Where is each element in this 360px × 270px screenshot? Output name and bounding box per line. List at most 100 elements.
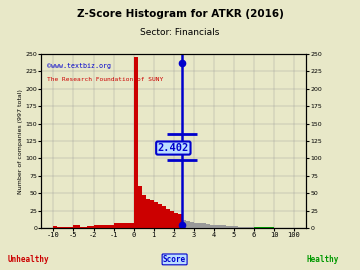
Bar: [66, 227, 69, 228]
Bar: [206, 224, 210, 228]
Bar: [134, 57, 138, 228]
Bar: [182, 220, 186, 228]
Bar: [214, 225, 218, 228]
Text: 2.402: 2.402: [158, 143, 189, 153]
Bar: [146, 199, 150, 228]
Bar: [255, 227, 256, 228]
Bar: [246, 227, 250, 228]
Bar: [166, 209, 170, 228]
Bar: [170, 211, 174, 228]
Bar: [53, 226, 58, 228]
Bar: [264, 227, 266, 228]
Bar: [250, 227, 254, 228]
Bar: [194, 222, 198, 228]
Bar: [234, 226, 238, 228]
Bar: [238, 227, 242, 228]
Bar: [87, 226, 94, 228]
Bar: [242, 227, 246, 228]
Text: Healthy: Healthy: [306, 255, 338, 264]
Bar: [134, 57, 138, 228]
Bar: [182, 220, 186, 228]
Bar: [271, 227, 274, 228]
Bar: [190, 222, 194, 228]
Bar: [218, 225, 222, 228]
Bar: [162, 206, 166, 228]
Bar: [80, 227, 87, 228]
Bar: [202, 223, 206, 228]
Bar: [141, 195, 146, 228]
Bar: [254, 227, 255, 228]
Text: Score: Score: [163, 255, 186, 264]
Bar: [226, 226, 230, 228]
Bar: [242, 227, 246, 228]
Bar: [170, 211, 174, 228]
Text: Sector: Financials: Sector: Financials: [140, 28, 220, 37]
Bar: [66, 227, 69, 228]
Bar: [246, 227, 250, 228]
Bar: [178, 214, 182, 228]
Bar: [250, 227, 254, 228]
Bar: [150, 200, 154, 228]
Bar: [230, 226, 234, 228]
Bar: [258, 227, 259, 228]
Bar: [269, 227, 271, 228]
Bar: [256, 227, 257, 228]
Text: ©www.textbiz.org: ©www.textbiz.org: [47, 63, 111, 69]
Bar: [69, 227, 73, 228]
Text: The Research Foundation of SUNY: The Research Foundation of SUNY: [47, 77, 163, 82]
Bar: [259, 227, 261, 228]
Bar: [174, 213, 178, 228]
Bar: [58, 227, 62, 228]
Bar: [198, 223, 202, 228]
Bar: [230, 226, 234, 228]
Bar: [141, 195, 146, 228]
Bar: [264, 227, 266, 228]
Bar: [53, 226, 58, 228]
Bar: [210, 225, 214, 228]
Bar: [266, 227, 269, 228]
Bar: [73, 225, 80, 228]
Bar: [158, 204, 162, 228]
Bar: [261, 227, 264, 228]
Bar: [271, 227, 274, 228]
Bar: [234, 226, 238, 228]
Bar: [186, 221, 190, 228]
Bar: [210, 225, 214, 228]
Bar: [256, 227, 257, 228]
Bar: [194, 222, 198, 228]
Bar: [62, 227, 66, 228]
Bar: [226, 226, 230, 228]
Bar: [198, 223, 202, 228]
Bar: [62, 227, 66, 228]
Bar: [206, 224, 210, 228]
Bar: [154, 202, 158, 228]
Bar: [257, 227, 258, 228]
Bar: [214, 225, 218, 228]
Bar: [257, 227, 258, 228]
Bar: [94, 225, 113, 228]
Bar: [255, 227, 256, 228]
Bar: [113, 222, 134, 228]
Bar: [138, 186, 141, 228]
Bar: [73, 225, 80, 228]
Bar: [222, 225, 226, 228]
Bar: [190, 222, 194, 228]
Bar: [254, 227, 255, 228]
Bar: [58, 227, 62, 228]
Bar: [259, 227, 261, 228]
Bar: [150, 200, 154, 228]
Bar: [94, 225, 113, 228]
Bar: [113, 222, 134, 228]
Y-axis label: Number of companies (997 total): Number of companies (997 total): [18, 89, 23, 194]
Bar: [222, 225, 226, 228]
Bar: [138, 186, 141, 228]
Bar: [87, 226, 94, 228]
Bar: [80, 227, 87, 228]
Bar: [158, 204, 162, 228]
Bar: [166, 209, 170, 228]
Bar: [266, 227, 269, 228]
Bar: [218, 225, 222, 228]
Bar: [69, 227, 73, 228]
Bar: [178, 214, 182, 228]
Bar: [261, 227, 264, 228]
